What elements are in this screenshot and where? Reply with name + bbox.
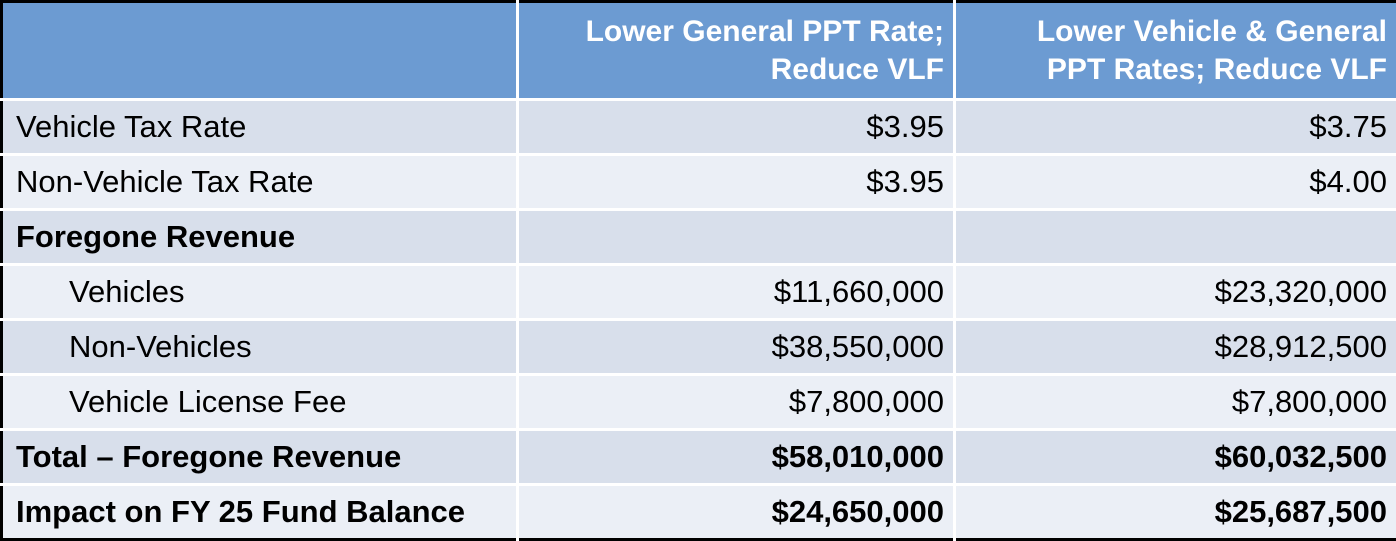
column-header-line: Reduce VLF: [770, 52, 944, 86]
row-value-scenario-2: $60,032,500: [954, 428, 1396, 485]
column-header-line: PPT Rates; Reduce VLF: [1046, 52, 1387, 86]
row-value-scenario-2: $7,800,000: [954, 373, 1396, 430]
row-value-scenario-1: $3.95: [517, 153, 956, 210]
table-row: Non-Vehicle Tax Rate $3.95 $4.00: [1, 153, 1396, 210]
table-row: Impact on FY 25 Fund Balance $24,650,000…: [1, 483, 1396, 540]
table-row: Non-Vehicles $38,550,000 $28,912,500: [1, 318, 1396, 375]
row-value-scenario-1: $58,010,000: [517, 428, 956, 485]
column-header-line: Lower Vehicle & General: [1036, 14, 1387, 48]
row-value-scenario-2: $3.75: [954, 98, 1396, 155]
corner-header-cell: [1, 1, 519, 100]
row-label: Foregone Revenue: [1, 208, 519, 265]
table-row: Vehicles $11,660,000 $23,320,000: [1, 263, 1396, 320]
row-value-scenario-1: $3.95: [517, 98, 956, 155]
row-value-scenario-2: $25,687,500: [954, 483, 1396, 540]
table-header: Lower General PPT Rate; Reduce VLF Lower…: [1, 1, 1396, 100]
row-label: Vehicles: [1, 263, 519, 320]
header-row: Lower General PPT Rate; Reduce VLF Lower…: [1, 1, 1396, 100]
row-value-scenario-2: $4.00: [954, 153, 1396, 210]
row-value-scenario-2: $28,912,500: [954, 318, 1396, 375]
column-header-scenario-2: Lower Vehicle & General PPT Rates; Reduc…: [954, 1, 1396, 100]
column-header-scenario-1: Lower General PPT Rate; Reduce VLF: [517, 1, 956, 100]
table-row: Foregone Revenue: [1, 208, 1396, 265]
row-value-scenario-1: $11,660,000: [517, 263, 956, 320]
row-value-scenario-1: [517, 208, 956, 265]
row-label: Non-Vehicles: [1, 318, 519, 375]
row-label: Vehicle Tax Rate: [1, 98, 519, 155]
row-value-scenario-1: $24,650,000: [517, 483, 956, 540]
table-row: Vehicle Tax Rate $3.95 $3.75: [1, 98, 1396, 155]
table-row: Total – Foregone Revenue $58,010,000 $60…: [1, 428, 1396, 485]
row-label: Impact on FY 25 Fund Balance: [1, 483, 519, 540]
table-body: Vehicle Tax Rate $3.95 $3.75 Non-Vehicle…: [1, 98, 1396, 540]
row-label: Non-Vehicle Tax Rate: [1, 153, 519, 210]
row-value-scenario-1: $7,800,000: [517, 373, 956, 430]
row-value-scenario-1: $38,550,000: [517, 318, 956, 375]
row-value-scenario-2: $23,320,000: [954, 263, 1396, 320]
column-header-line: Lower General PPT Rate;: [585, 14, 944, 48]
row-label: Vehicle License Fee: [1, 373, 519, 430]
row-label: Total – Foregone Revenue: [1, 428, 519, 485]
row-value-scenario-2: [954, 208, 1396, 265]
table-row: Vehicle License Fee $7,800,000 $7,800,00…: [1, 373, 1396, 430]
